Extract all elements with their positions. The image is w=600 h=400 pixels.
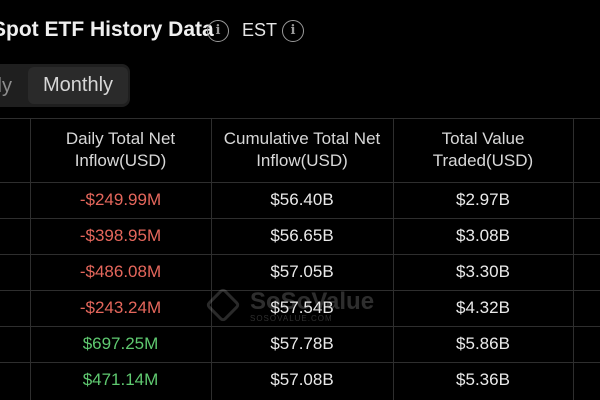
- period-tabs: Daily Monthly: [0, 64, 130, 107]
- column-divider: [573, 118, 574, 400]
- cumulative-net-inflow-cell: $56.40B: [270, 190, 334, 209]
- row-divider: [0, 362, 600, 363]
- column-divider: [393, 118, 394, 400]
- cumulative-net-inflow-cell: $57.78B: [270, 334, 334, 353]
- daily-net-inflow-cell: -$243.24M: [79, 298, 162, 317]
- column-header-cumulative-net-inflow[interactable]: Cumulative Total Net Inflow(USD): [223, 129, 381, 170]
- tab-monthly[interactable]: Monthly: [28, 67, 128, 104]
- cumulative-net-inflow-cell: $57.54B: [270, 298, 334, 317]
- total-value-traded-cell: $5.86B: [456, 334, 510, 353]
- daily-net-inflow-cell: $471.14M: [82, 370, 159, 389]
- column-header-daily-net-inflow[interactable]: Daily Total Net Inflow(USD): [65, 129, 176, 170]
- row-divider: [0, 254, 600, 255]
- row-divider: [0, 326, 600, 327]
- info-icon[interactable]: i: [207, 20, 229, 42]
- total-value-traded-cell: $2.97B: [456, 190, 510, 209]
- timezone-label: EST: [242, 20, 278, 40]
- total-value-traded-cell: $3.08B: [456, 226, 510, 245]
- column-divider: [211, 118, 212, 400]
- row-divider: [0, 218, 600, 219]
- cumulative-net-inflow-cell: $57.05B: [270, 262, 334, 281]
- total-value-traded-cell: $5.36B: [456, 370, 510, 389]
- column-divider: [30, 118, 31, 400]
- daily-net-inflow-cell: $697.25M: [82, 334, 159, 353]
- column-header-total-value-traded[interactable]: Total Value Traded(USD): [432, 129, 534, 170]
- timezone-info-icon[interactable]: i: [282, 20, 304, 42]
- row-divider: [0, 118, 600, 119]
- daily-net-inflow-cell: -$486.08M: [79, 262, 162, 281]
- cumulative-net-inflow-cell: $57.08B: [270, 370, 334, 389]
- page-title: Spot ETF History Data: [0, 18, 214, 41]
- total-value-traded-cell: $3.30B: [456, 262, 510, 281]
- cumulative-net-inflow-cell: $56.65B: [270, 226, 334, 245]
- daily-net-inflow-cell: -$249.99M: [79, 190, 162, 209]
- daily-net-inflow-cell: -$398.95M: [79, 226, 162, 245]
- total-value-traded-cell: $4.32B: [456, 298, 510, 317]
- row-divider: [0, 290, 600, 291]
- tab-daily[interactable]: Daily: [0, 75, 12, 97]
- row-divider: [0, 182, 600, 183]
- panel-header: Spot ETF History Data i EST i: [0, 14, 600, 50]
